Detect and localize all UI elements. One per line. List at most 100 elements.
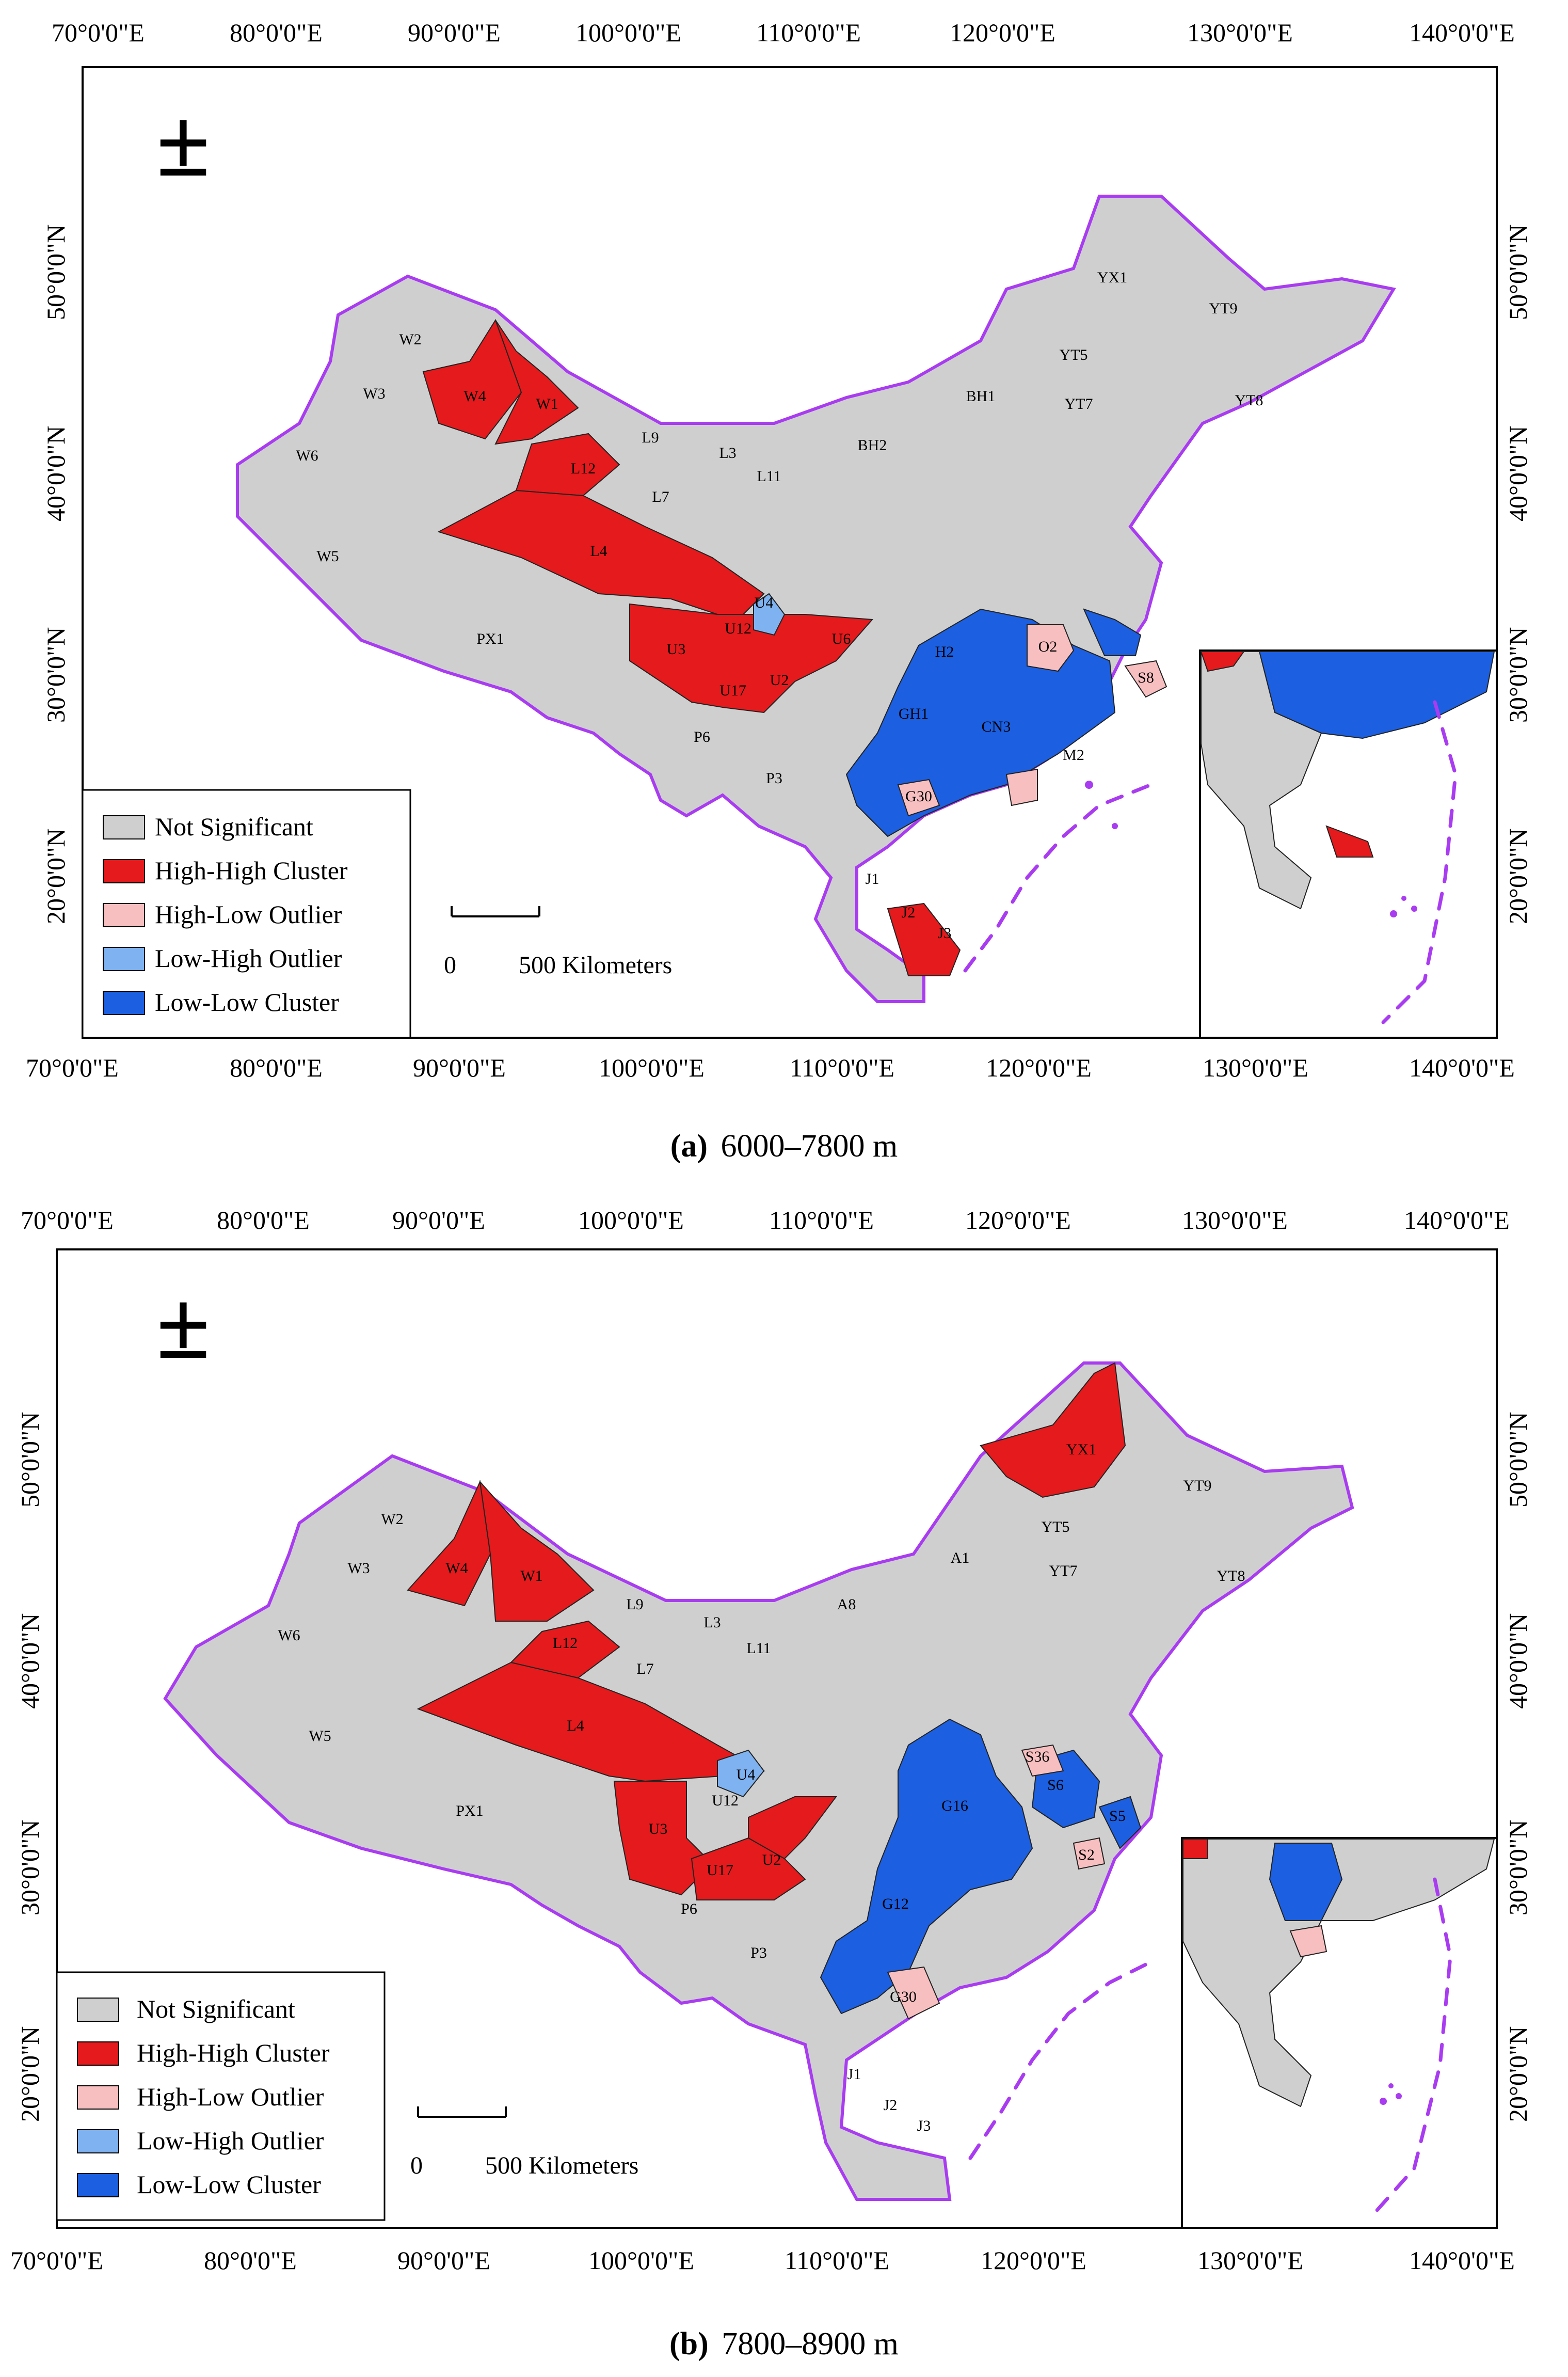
scale-bar-b: 0 500 Kilometers — [410, 2106, 638, 2179]
legend-swatch-a-1 — [103, 859, 145, 883]
label-a-L3: L3 — [719, 445, 736, 462]
label-b-J3: J3 — [917, 2117, 931, 2134]
tick-top-b-4: 110°0'0"E — [769, 1206, 874, 1234]
label-b-W3: W3 — [347, 1560, 370, 1577]
legend-swatch-b-0 — [77, 1998, 119, 2022]
label-b-S36: S36 — [1026, 1748, 1050, 1765]
legend-swatch-b-3 — [77, 2129, 119, 2153]
legend-label-a-3: Low-High Outlier — [155, 944, 342, 973]
tick-left-b-2: 30°0'0"N — [15, 1819, 44, 1915]
label-b-U4: U4 — [737, 1766, 756, 1783]
label-b-P6: P6 — [681, 1900, 697, 1918]
tick-top-b-1: 80°0'0"E — [217, 1206, 310, 1234]
inset-red-b — [1182, 1839, 1208, 1859]
region-b-U4 — [717, 1749, 765, 1798]
label-a-U4: U4 — [755, 594, 774, 611]
label-a-G30: G30 — [905, 788, 932, 805]
tick-right-a-3: 20°0'0"N — [1503, 828, 1532, 924]
label-a-W2: W2 — [399, 331, 421, 348]
region-b-G30 — [887, 1966, 940, 2020]
region-b-U2 — [748, 1796, 837, 1860]
region-a-G8 — [1005, 768, 1038, 806]
scale-distance-a: 500 Kilometers — [519, 952, 672, 979]
label-a-YT8: YT8 — [1235, 392, 1263, 409]
caption-a-letter: (a) — [670, 1129, 708, 1164]
tick-right-b-3: 20°0'0"N — [1503, 2026, 1532, 2122]
inset-dash-b — [1371, 1877, 1452, 2217]
label-a-L9: L9 — [642, 429, 659, 446]
region-b-S36 — [1021, 1744, 1064, 1777]
north-arrow-icon-a: ± — [156, 89, 210, 197]
label-b-U3: U3 — [649, 1820, 668, 1837]
label-b-S5: S5 — [1109, 1808, 1126, 1825]
label-a-PX1: PX1 — [476, 630, 504, 647]
region-a-J3 — [887, 902, 961, 976]
label-b-W1: W1 — [520, 1567, 542, 1584]
label-a-U6: U6 — [832, 630, 851, 647]
right-axis-labels-b: 50°0'0"N 40°0'0"N 30°0'0"N 20°0'0"N — [1503, 1412, 1532, 2122]
legend-label-a-1: High-High Cluster — [155, 856, 348, 885]
north-arrow-icon-b: ± — [156, 1271, 210, 1380]
tick-top-b-7: 140°0'0"E — [1404, 1206, 1510, 1234]
region-b-L12 — [510, 1620, 620, 1679]
label-a-BH2: BH2 — [858, 437, 887, 454]
tick-bottom-b-3: 100°0'0"E — [588, 2246, 694, 2275]
inset-island-b-1 — [1380, 2098, 1387, 2105]
region-b-W1 — [479, 1480, 595, 1622]
inset-low-low-b — [1269, 1843, 1343, 1921]
region-b-YX1 — [980, 1362, 1126, 1498]
tick-bottom-b-1: 80°0'0"E — [204, 2246, 297, 2275]
label-a-W3: W3 — [363, 385, 385, 402]
tick-bottom-b-5: 120°0'0"E — [981, 2246, 1086, 2275]
tick-bottom-a-4: 110°0'0"E — [790, 1053, 894, 1082]
inset-red-a — [1200, 651, 1245, 672]
tick-right-b-2: 30°0'0"N — [1503, 1819, 1532, 1915]
label-a-L11: L11 — [757, 468, 781, 485]
inset-grey-b — [1182, 1839, 1495, 2107]
label-b-G30: G30 — [890, 1988, 917, 2005]
legend-a: Not Significant High-High Cluster High-L… — [82, 789, 411, 1039]
tick-top-a-5: 120°0'0"E — [950, 18, 1055, 47]
island-a-2 — [1112, 823, 1118, 829]
region-a-S5 — [1083, 608, 1142, 656]
label-b-J2: J2 — [884, 2097, 898, 2114]
tick-top-a-1: 80°0'0"E — [230, 18, 323, 47]
tick-top-a-4: 110°0'0"E — [756, 18, 861, 47]
label-b-S6: S6 — [1047, 1777, 1064, 1794]
tick-bottom-b-4: 110°0'0"E — [785, 2246, 889, 2275]
tick-bottom-b-7: 140°0'0"E — [1409, 2246, 1515, 2275]
label-a-L4: L4 — [590, 543, 607, 560]
tick-top-a-7: 140°0'0"E — [1409, 18, 1515, 47]
label-a-L7: L7 — [652, 488, 669, 505]
label-a-W5: W5 — [316, 548, 339, 565]
label-a-BH1: BH1 — [966, 388, 996, 405]
tick-right-b-1: 40°0'0"N — [1503, 1613, 1532, 1709]
inset-island-a-3 — [1401, 896, 1406, 901]
right-axis-labels-a: 50°0'0"N 40°0'0"N 30°0'0"N 20°0'0"N — [1503, 224, 1532, 924]
label-a-J1: J1 — [866, 870, 879, 888]
label-a-J2: J2 — [902, 904, 916, 921]
label-a-J3: J3 — [938, 925, 952, 942]
inset-map-b — [1181, 1837, 1498, 2229]
legend-swatch-b-2 — [77, 2085, 119, 2110]
label-a-GH1: GH1 — [899, 705, 929, 722]
label-b-L7: L7 — [636, 1660, 653, 1677]
region-a-W1 — [494, 320, 579, 445]
label-a-YX1: YX1 — [1097, 269, 1127, 286]
label-a-U12: U12 — [725, 620, 751, 637]
inset-map-a — [1199, 649, 1498, 1039]
tick-bottom-a-3: 100°0'0"E — [599, 1053, 705, 1082]
label-b-L9: L9 — [626, 1596, 643, 1613]
label-a-W1: W1 — [536, 395, 558, 413]
label-b-YX1: YX1 — [1066, 1441, 1096, 1458]
tick-left-a-2: 30°0'0"N — [41, 627, 70, 723]
label-b-YT5: YT5 — [1042, 1518, 1070, 1535]
region-a-L12 — [515, 433, 620, 497]
region-labels-a: YX1 YT9 W2 W3 W4 W1 W6 W5 L12 L4 L9 L3 L… — [296, 269, 1263, 942]
tick-bottom-a-0: 70°0'0"E — [26, 1053, 119, 1082]
tick-top-a-0: 70°0'0"E — [52, 18, 145, 47]
tick-right-a-1: 40°0'0"N — [1503, 425, 1532, 521]
label-a-U2: U2 — [770, 672, 789, 689]
tick-bottom-b-2: 90°0'0"E — [397, 2246, 490, 2275]
label-b-L11: L11 — [746, 1640, 771, 1657]
